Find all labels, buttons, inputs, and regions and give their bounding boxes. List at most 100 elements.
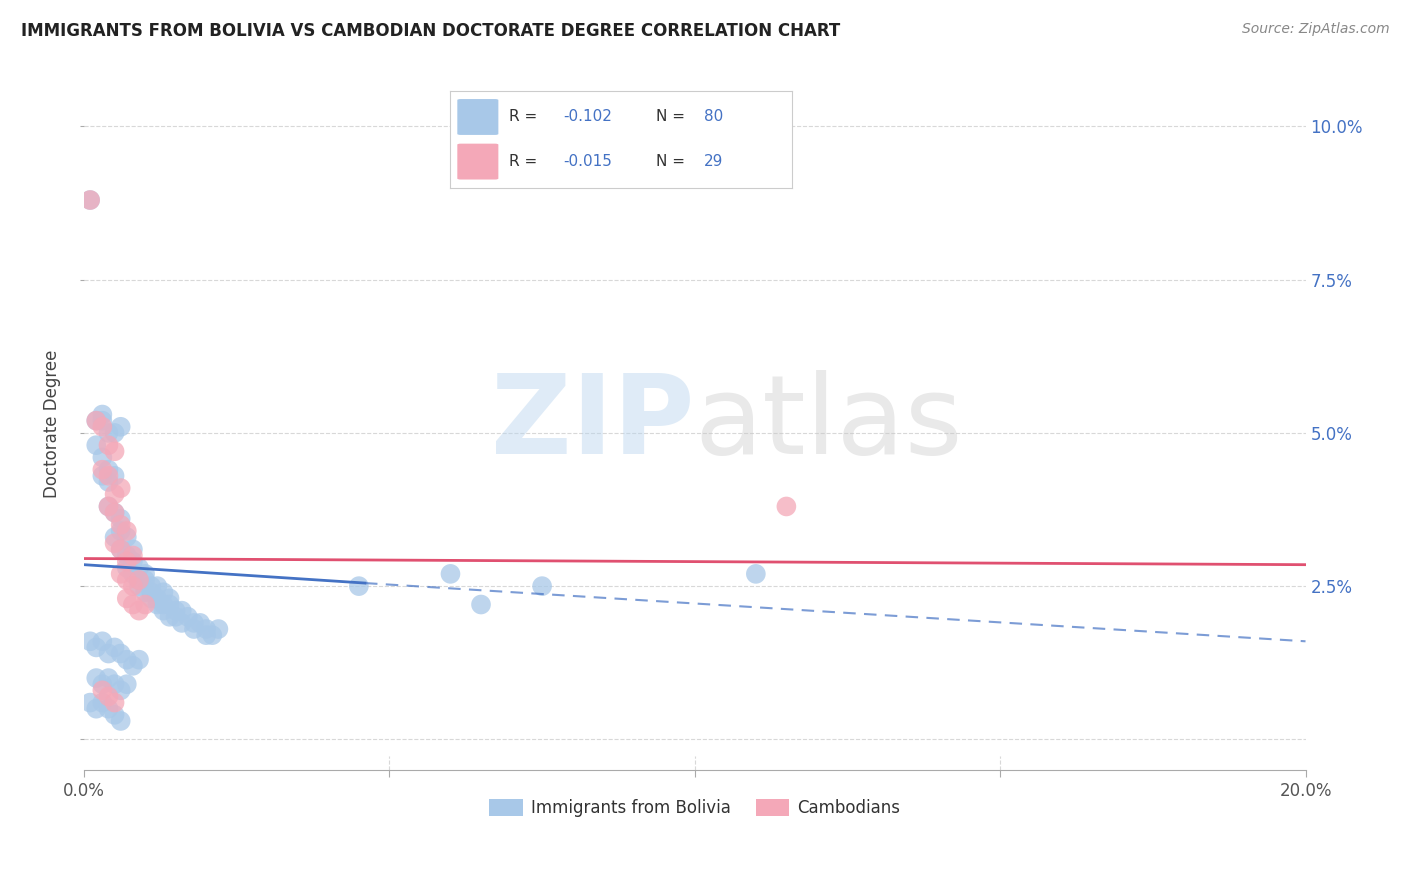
Point <box>91 450 114 465</box>
Point <box>91 463 114 477</box>
Point <box>103 444 125 458</box>
Point <box>97 438 120 452</box>
Point <box>79 193 101 207</box>
Point <box>103 506 125 520</box>
Point <box>152 585 174 599</box>
Point <box>183 622 205 636</box>
Point <box>207 622 229 636</box>
Point <box>122 566 145 581</box>
Point <box>97 425 120 440</box>
Point <box>128 573 150 587</box>
Point <box>97 500 120 514</box>
Point <box>531 579 554 593</box>
Point <box>84 438 107 452</box>
Point <box>91 634 114 648</box>
Point <box>97 690 120 704</box>
Point <box>128 604 150 618</box>
Point <box>103 640 125 655</box>
Point <box>122 542 145 557</box>
Point <box>91 414 114 428</box>
Point <box>115 677 138 691</box>
Point <box>183 615 205 630</box>
Point <box>91 468 114 483</box>
Point <box>84 640 107 655</box>
Point <box>84 414 107 428</box>
Text: Source: ZipAtlas.com: Source: ZipAtlas.com <box>1241 22 1389 37</box>
Point <box>115 573 138 587</box>
Point <box>152 604 174 618</box>
Point <box>110 647 132 661</box>
Point <box>115 653 138 667</box>
Point <box>103 530 125 544</box>
Point <box>195 622 218 636</box>
Point <box>110 542 132 557</box>
Point <box>128 653 150 667</box>
Point <box>97 500 120 514</box>
Point <box>91 408 114 422</box>
Point <box>115 530 138 544</box>
Point <box>115 560 138 574</box>
Point <box>84 671 107 685</box>
Point <box>103 707 125 722</box>
Point <box>97 671 120 685</box>
Point <box>470 598 492 612</box>
Point <box>110 683 132 698</box>
Point <box>91 419 114 434</box>
Point <box>103 425 125 440</box>
Text: atlas: atlas <box>695 370 963 477</box>
Point <box>122 579 145 593</box>
Point <box>122 555 145 569</box>
Point <box>103 468 125 483</box>
Point <box>159 598 181 612</box>
Point <box>110 481 132 495</box>
Text: ZIP: ZIP <box>492 370 695 477</box>
Point <box>128 560 150 574</box>
Point <box>103 536 125 550</box>
Point <box>146 579 169 593</box>
Point <box>97 647 120 661</box>
Point <box>134 598 156 612</box>
Point <box>141 591 163 606</box>
Point <box>103 696 125 710</box>
Point <box>141 579 163 593</box>
Point <box>775 500 797 514</box>
Point <box>84 702 107 716</box>
Point <box>97 463 120 477</box>
Point <box>110 517 132 532</box>
Point <box>91 696 114 710</box>
Point <box>122 598 145 612</box>
Point <box>152 598 174 612</box>
Point <box>79 193 101 207</box>
Point <box>110 566 132 581</box>
Point <box>159 609 181 624</box>
Point <box>141 585 163 599</box>
Legend: Immigrants from Bolivia, Cambodians: Immigrants from Bolivia, Cambodians <box>482 792 907 824</box>
Point <box>188 615 211 630</box>
Point <box>122 658 145 673</box>
Point <box>347 579 370 593</box>
Point <box>110 524 132 538</box>
Y-axis label: Doctorate Degree: Doctorate Degree <box>44 350 60 498</box>
Point <box>134 566 156 581</box>
Point <box>110 714 132 728</box>
Point <box>115 524 138 538</box>
Point <box>134 573 156 587</box>
Point <box>170 604 193 618</box>
Point <box>165 604 187 618</box>
Point <box>91 683 114 698</box>
Point <box>103 506 125 520</box>
Point <box>159 591 181 606</box>
Point <box>128 579 150 593</box>
Point <box>146 598 169 612</box>
Point <box>84 414 107 428</box>
Point <box>115 591 138 606</box>
Point <box>79 634 101 648</box>
Point <box>146 591 169 606</box>
Point <box>110 512 132 526</box>
Point <box>103 677 125 691</box>
Point <box>97 475 120 489</box>
Point <box>134 585 156 599</box>
Point <box>439 566 461 581</box>
Point <box>170 615 193 630</box>
Point <box>91 677 114 691</box>
